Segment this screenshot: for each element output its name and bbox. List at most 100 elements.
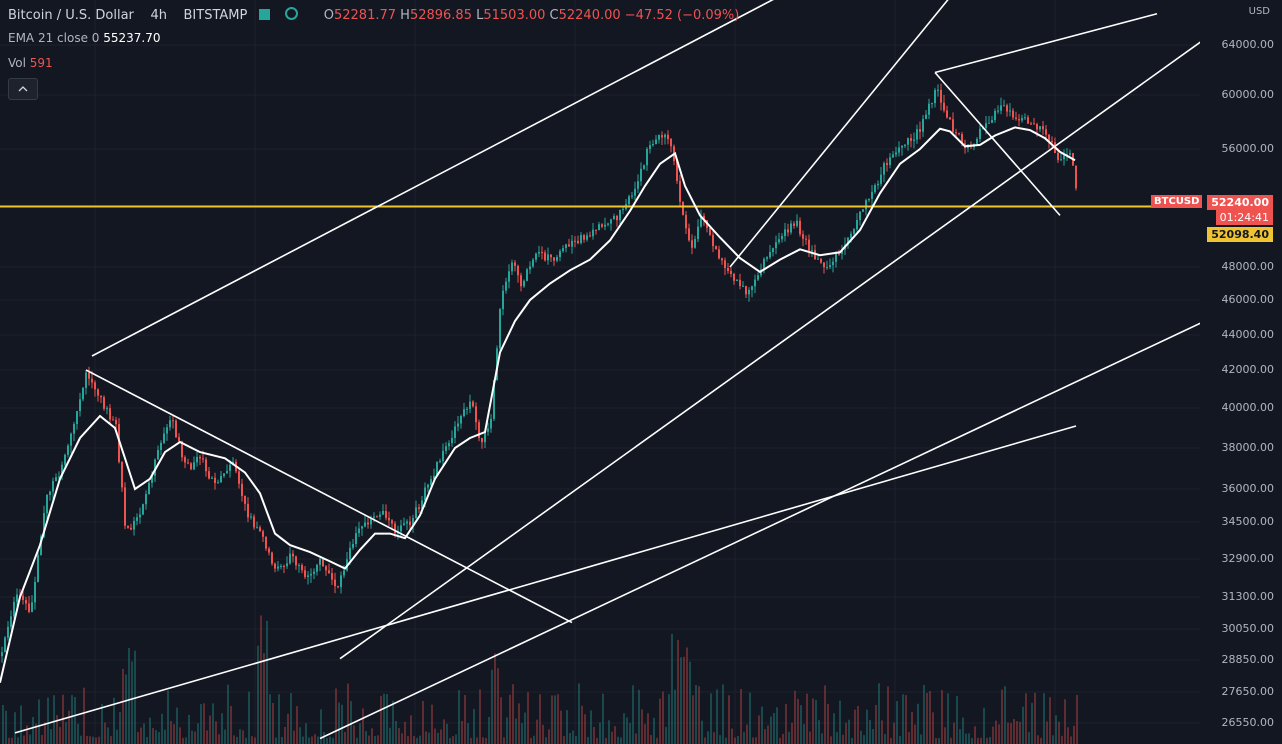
volume-bar xyxy=(119,712,121,744)
volume-bar xyxy=(149,717,151,744)
candle-body xyxy=(718,249,720,259)
volume-bar xyxy=(872,729,874,744)
volume-bar xyxy=(1028,731,1030,744)
volume-bar xyxy=(1049,697,1051,744)
candle-body xyxy=(460,415,462,424)
volume-bar xyxy=(350,701,352,744)
candle-body xyxy=(22,595,24,600)
volume-bar xyxy=(1046,721,1048,744)
volume-bar xyxy=(1067,727,1069,744)
candle-body xyxy=(424,487,426,501)
candle-body xyxy=(91,378,93,383)
price-tick-label: 30050.00 xyxy=(1221,622,1275,635)
candle-body xyxy=(13,601,15,617)
volume-value: 591 xyxy=(29,56,53,70)
candle-body xyxy=(10,616,12,627)
candle-body xyxy=(304,570,306,577)
volume-bar xyxy=(146,736,148,744)
candle-body xyxy=(478,422,480,439)
candle-body xyxy=(850,233,852,238)
candle-body xyxy=(652,143,654,146)
candle-body xyxy=(331,573,333,580)
candle-body xyxy=(961,134,963,144)
volume-bar xyxy=(305,723,307,744)
candle-body xyxy=(427,484,429,488)
volume-bar xyxy=(749,692,751,744)
volume-bar xyxy=(944,727,946,744)
candle-body xyxy=(736,279,738,281)
volume-bar xyxy=(521,723,523,744)
volume-bar xyxy=(80,735,82,744)
candle-body xyxy=(880,174,882,184)
volume-bar xyxy=(956,695,958,744)
volume-bar xyxy=(1040,737,1042,744)
candle-body xyxy=(703,215,705,221)
candle-body xyxy=(1009,110,1011,112)
candle-body xyxy=(394,523,396,534)
volume-legend[interactable]: Vol 591 xyxy=(8,56,53,70)
volume-bar xyxy=(1037,735,1039,744)
volume-bar xyxy=(383,693,385,744)
candle-body xyxy=(244,495,246,504)
volume-bar xyxy=(218,734,220,744)
symbol-name[interactable]: Bitcoin / U.S. Dollar xyxy=(8,8,134,23)
candle-body xyxy=(493,380,495,419)
candle-body xyxy=(871,191,873,199)
candle-body xyxy=(823,262,825,268)
volume-bar xyxy=(941,690,943,744)
interval-label[interactable]: 4h xyxy=(150,8,167,23)
volume-bar xyxy=(152,728,154,744)
volume-bar xyxy=(707,731,709,744)
volume-bar xyxy=(695,685,697,744)
volume-bar xyxy=(833,713,835,744)
candle-body xyxy=(628,196,630,205)
volume-bar xyxy=(638,689,640,744)
volume-bar xyxy=(575,736,577,744)
volume-bar xyxy=(311,736,313,744)
volume-bar xyxy=(266,620,268,744)
volume-bar xyxy=(905,695,907,744)
volume-bar xyxy=(677,640,679,744)
volume-bar xyxy=(827,703,829,744)
volume-bar xyxy=(740,688,742,744)
candle-body xyxy=(280,565,282,567)
candle-body xyxy=(928,103,930,115)
price-chart[interactable] xyxy=(0,0,1200,744)
visibility-eye-icon[interactable] xyxy=(284,7,298,20)
volume-bar xyxy=(77,723,79,744)
collapse-legend-button[interactable] xyxy=(8,78,38,100)
volume-bar xyxy=(341,704,343,744)
volume-bar xyxy=(59,727,61,744)
volume-bar xyxy=(191,730,193,744)
candle-body xyxy=(772,248,774,252)
price-scale[interactable]: USD 64000.00 60000.00 56000.00 48000.00 4600… xyxy=(1200,0,1282,744)
volume-bar xyxy=(71,695,73,744)
candle-body xyxy=(181,441,183,458)
volume-bar xyxy=(179,727,181,744)
ema-legend[interactable]: EMA 21 close 0 55237.70 xyxy=(8,31,161,45)
candle-body xyxy=(1030,123,1032,125)
symbol-legend[interactable]: Bitcoin / U.S. Dollar 4h BITSTAMP O52281… xyxy=(8,7,739,23)
volume-bar xyxy=(317,736,319,744)
volume-label[interactable]: Vol xyxy=(8,56,26,70)
candle-body xyxy=(220,475,222,483)
volume-bar xyxy=(506,717,508,744)
candle-body xyxy=(748,289,750,295)
volume-bar xyxy=(125,674,127,744)
volume-bar xyxy=(110,736,112,744)
candle-body xyxy=(349,547,351,560)
volume-bar xyxy=(257,645,259,744)
volume-bar xyxy=(686,647,688,744)
volume-bar xyxy=(572,730,574,744)
candle-body xyxy=(847,237,849,245)
candle-body xyxy=(601,224,603,227)
volume-bar xyxy=(590,710,592,744)
volume-bar xyxy=(242,730,244,744)
volume-bar xyxy=(731,728,733,744)
candle-body xyxy=(52,480,54,492)
candle-body xyxy=(742,285,744,287)
ema-label[interactable]: EMA 21 close 0 xyxy=(8,31,100,45)
chart-pane[interactable] xyxy=(0,0,1200,744)
volume-bar xyxy=(1013,718,1015,744)
volume-bar xyxy=(326,737,328,744)
